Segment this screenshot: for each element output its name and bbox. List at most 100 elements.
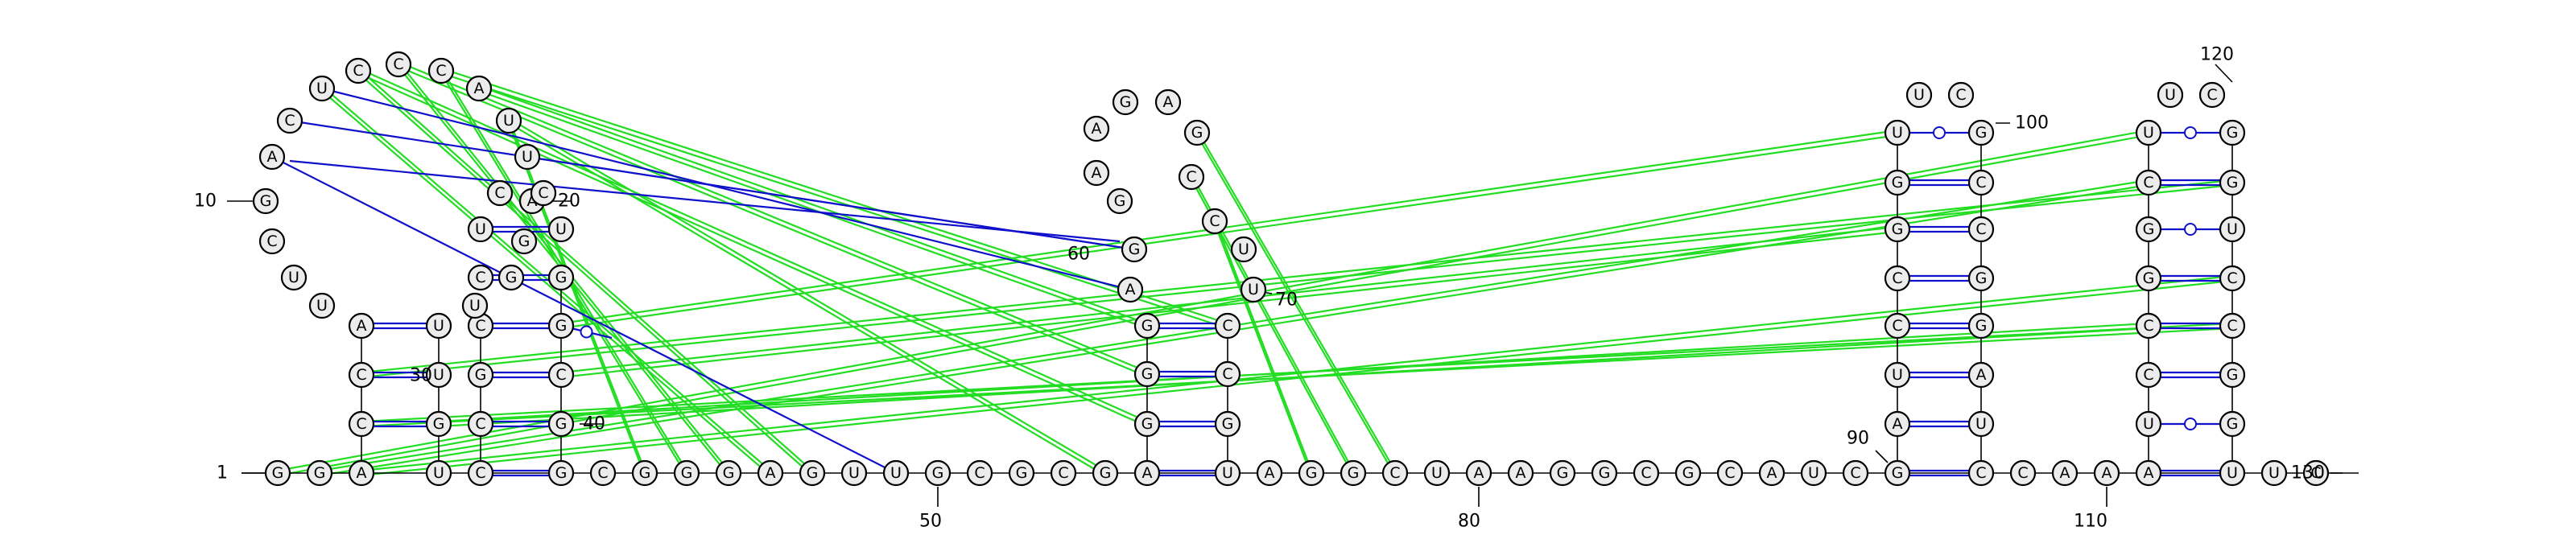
- nucleotide-circle-94: [1240, 276, 1267, 303]
- nucleotide-circle-45: [2302, 459, 2330, 487]
- tertiary-line-20: [361, 179, 2233, 374]
- nucleotide-2: G: [306, 459, 333, 487]
- nucleotide-123: C: [2198, 81, 2226, 109]
- nucleotide-36: C: [1842, 459, 1869, 487]
- nucleotide-125: G: [2219, 169, 2246, 196]
- nucleotide-letter-19: G: [1100, 464, 1112, 482]
- nucleotide-74: C: [427, 57, 455, 84]
- nucleotide-letter-31: C: [1641, 464, 1651, 482]
- nucleotide-112: G: [1967, 312, 1995, 340]
- nucleotide-circle-43: [2219, 459, 2246, 487]
- nucleotide-58: U: [461, 292, 489, 319]
- nucleotide-67: C: [530, 179, 557, 207]
- nucleotide-70: C: [276, 107, 303, 134]
- label-110: 110: [2074, 512, 2107, 532]
- nucleotide-letter-77: U: [522, 148, 533, 166]
- nucleotide-letter-26: U: [1431, 464, 1443, 482]
- nucleotide-128: C: [2219, 312, 2246, 340]
- nucleotide-letter-44: U: [2268, 464, 2280, 482]
- nucleotide-letter-99: A: [1893, 415, 1903, 433]
- nucleotide-115: U: [2135, 410, 2162, 438]
- nucleotide-91: C: [1178, 163, 1205, 191]
- nucleotide-letter-20: A: [1142, 464, 1153, 482]
- nucleotide-letter-81: G: [1141, 365, 1154, 383]
- nucleotide-letter-38: C: [1975, 464, 1986, 482]
- nucleotide-letter-102: C: [1892, 270, 1902, 287]
- nucleotide-letter-76: U: [503, 112, 514, 130]
- nucleotide-87: A: [1083, 115, 1110, 142]
- nucleotide-circle-10: [715, 459, 742, 487]
- nucleotide-letter-124: G: [2227, 124, 2239, 142]
- nucleotide-circle-112: [1967, 312, 1995, 340]
- nucleotide-109: C: [1967, 169, 1995, 196]
- nucleotide-27: A: [1465, 459, 1492, 487]
- nucleotide-9: G: [673, 459, 700, 487]
- nucleotide-circle-119: [2135, 216, 2162, 243]
- nucleotide-82: G: [1133, 312, 1161, 340]
- nucleotide-letter-8: G: [639, 464, 651, 482]
- nucleotide-letter-128: C: [2227, 317, 2237, 335]
- nucleotide-letter-106: U: [1913, 86, 1925, 104]
- nucleotide-circle-114: [1967, 410, 1995, 438]
- nucleotide-22: A: [1256, 459, 1283, 487]
- nucleotide-letter-27: A: [1474, 464, 1484, 482]
- nucleotide-circle-53: [467, 361, 494, 389]
- tertiary-line-19: [560, 225, 1898, 374]
- nucleotide-circle-22: [1256, 459, 1283, 487]
- tertiary-line-1: [398, 60, 1148, 373]
- nucleotide-circle-64: [547, 216, 575, 243]
- nucleotide-letter-16: C: [974, 464, 985, 482]
- nucleotide-circle-84: [1121, 236, 1148, 263]
- nucleotide-75: A: [465, 75, 493, 102]
- nucleotide-50: U: [425, 361, 452, 389]
- nucleotide-10: G: [715, 459, 742, 487]
- nucleotide-circle-14: [882, 459, 910, 487]
- nucleotide-letter-57: G: [555, 415, 568, 433]
- contact-line-3: [289, 159, 1121, 243]
- nucleotide-letter-98: G: [1141, 415, 1154, 433]
- label-130: 130: [2291, 463, 2325, 484]
- nucleotide-letter-92: C: [1209, 212, 1220, 230]
- label-1: 1: [217, 463, 228, 484]
- nucleotide-80: U: [308, 292, 336, 319]
- nucleotide-letter-63: G: [518, 233, 530, 250]
- nucleotide-108: G: [1967, 119, 1995, 146]
- nucleotide-letter-101: C: [1892, 317, 1902, 335]
- nucleotide-52: C: [467, 312, 494, 340]
- nucleotide-17: G: [1008, 459, 1035, 487]
- nucleotide-circle-5: [467, 459, 494, 487]
- nucleotide-letter-88: G: [1120, 93, 1132, 111]
- nucleotide-circle-26: [1423, 459, 1451, 487]
- nucleotide-45: C: [2302, 459, 2330, 487]
- nucleotide-circle-93: [1230, 236, 1257, 263]
- nucleotide-55: G: [547, 312, 575, 340]
- nucleotide-42: A: [2135, 459, 2162, 487]
- nucleotide-12: G: [799, 459, 826, 487]
- wobble-marker-1: [2184, 126, 2197, 139]
- nucleotide-6: G: [547, 459, 575, 487]
- nucleotide-circle-57: [547, 410, 575, 438]
- nucleotide-letter-130: G: [2227, 415, 2239, 433]
- nucleotide-circle-63: [510, 228, 538, 255]
- nucleotide-circle-75: [465, 75, 493, 102]
- nucleotide-letter-53: G: [475, 366, 487, 384]
- tertiary-line-b-2: [440, 72, 1228, 330]
- nucleotide-23: G: [1298, 459, 1325, 487]
- nucleotide-68: G: [252, 187, 279, 215]
- nucleotide-letter-62: U: [475, 220, 486, 238]
- nucleotide-letter-126: U: [2227, 220, 2238, 238]
- nucleotide-letter-22: A: [1265, 464, 1275, 482]
- nucleotide-99: A: [1884, 410, 1911, 438]
- nucleotide-letter-64: U: [555, 220, 567, 238]
- nucleotide-107: C: [1947, 81, 1975, 109]
- nucleotide-letter-83: A: [1125, 281, 1136, 298]
- label-120: 120: [2200, 45, 2234, 65]
- wobble-marker-0: [1933, 126, 1946, 139]
- nucleotide-letter-97: G: [1222, 415, 1234, 433]
- nucleotide-circle-28: [1507, 459, 1534, 487]
- nucleotide-8: G: [631, 459, 658, 487]
- nucleotide-76: U: [495, 107, 522, 134]
- nucleotide-circle-30: [1591, 459, 1618, 487]
